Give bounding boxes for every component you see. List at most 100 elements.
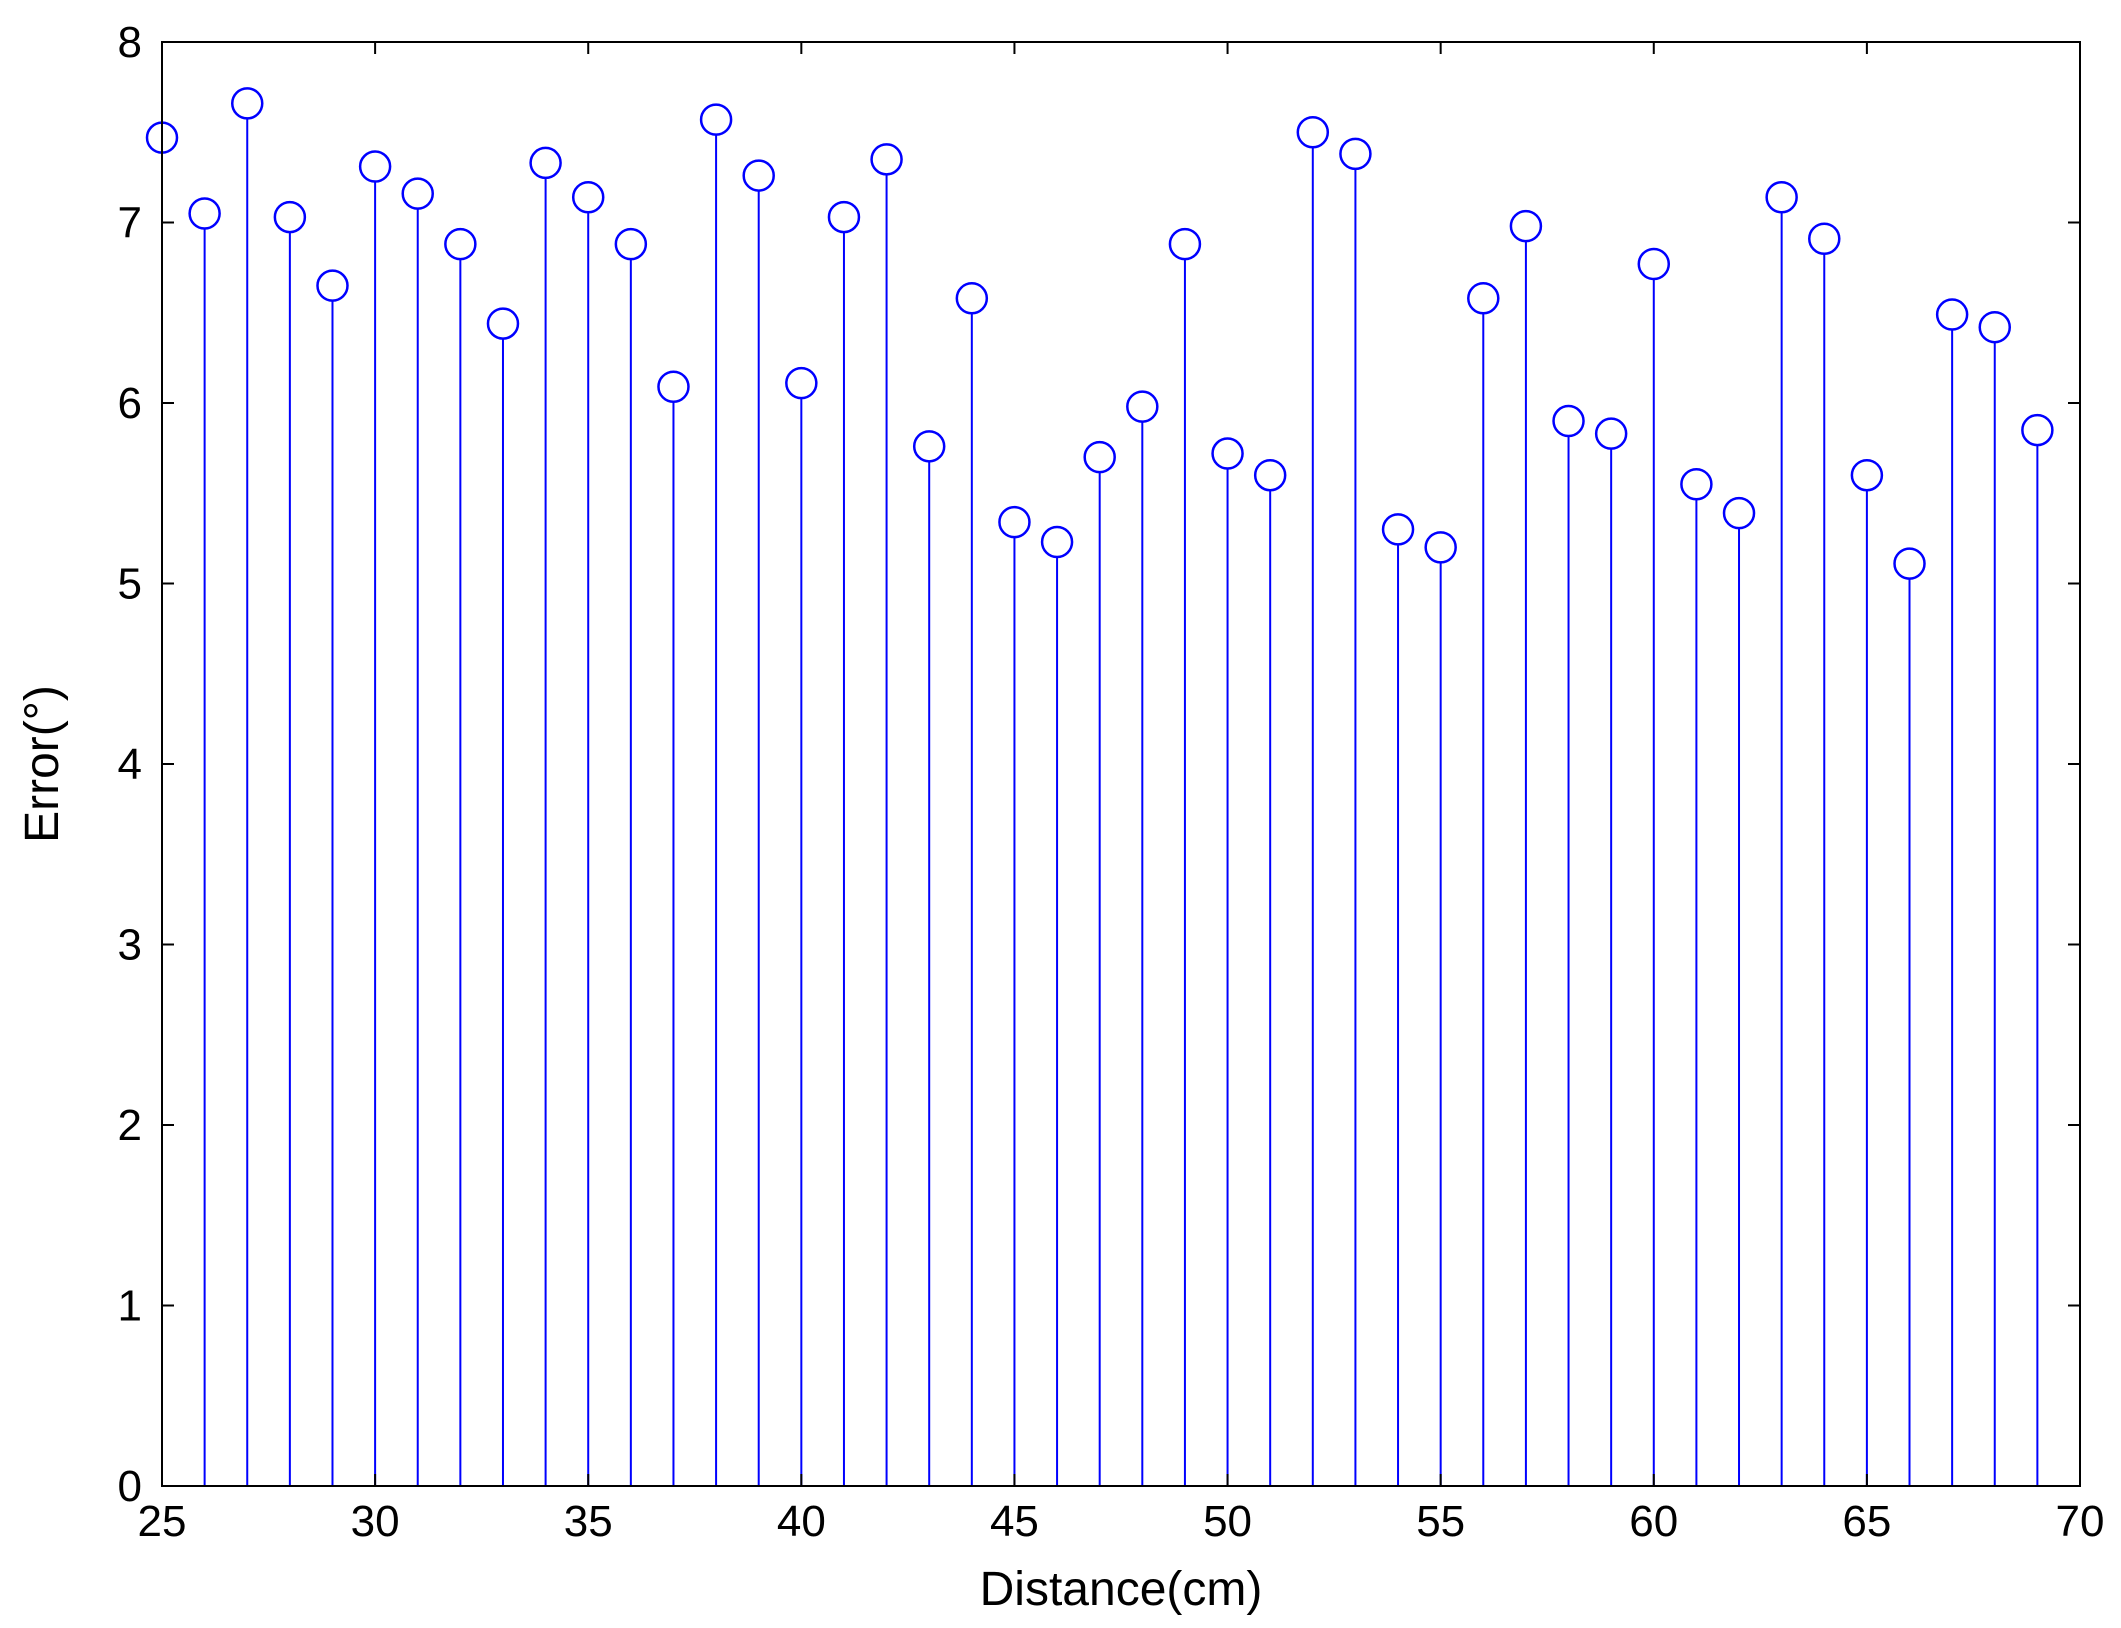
stem-marker (1808, 222, 1841, 255)
plot-area (145, 87, 2054, 1486)
stem-point (1083, 440, 1116, 1486)
stem-point (1680, 467, 1713, 1486)
x-tick-label: 50 (1203, 1497, 1252, 1546)
stem-point (1211, 437, 1244, 1486)
stem-marker (1253, 458, 1287, 492)
stem-marker (742, 159, 775, 192)
stem-marker (1552, 404, 1585, 438)
stem-marker (2021, 413, 2054, 447)
x-tick-label: 65 (1842, 1497, 1891, 1546)
y-tick-label: 0 (118, 1462, 142, 1511)
stem-marker (1168, 227, 1202, 261)
stem-marker (1040, 525, 1074, 559)
stem-marker (1083, 440, 1116, 474)
stem-point (998, 505, 1031, 1486)
stem-marker (699, 103, 733, 136)
x-tick-label: 60 (1629, 1497, 1678, 1546)
stem-marker (1637, 247, 1671, 281)
stem-marker (785, 366, 818, 400)
stem-marker (614, 227, 648, 261)
stem-marker (316, 269, 349, 302)
stem-marker (571, 180, 605, 214)
stem-marker (1381, 513, 1415, 546)
y-tick-label: 4 (118, 740, 142, 789)
y-tick-label: 7 (118, 199, 142, 248)
stem-point (1509, 209, 1543, 1486)
stem-point (444, 227, 477, 1486)
stem-marker (444, 227, 477, 261)
stem-marker (188, 197, 221, 230)
y-axis-label: Error(°) (16, 685, 69, 843)
stem-point (1296, 116, 1330, 1486)
stem-marker (955, 282, 989, 315)
stem-point (273, 200, 307, 1486)
stem-point (742, 159, 775, 1486)
y-tick-label: 2 (118, 1101, 142, 1150)
stem-marker (1296, 116, 1330, 149)
stem-point (1040, 525, 1074, 1486)
stem-point (1637, 247, 1671, 1486)
stem-marker (1467, 282, 1500, 315)
stem-marker (1765, 180, 1798, 214)
stem-point (1467, 282, 1500, 1486)
y-tick-label: 8 (118, 18, 142, 67)
stem-marker (1680, 467, 1713, 501)
stem-point (1850, 458, 1884, 1486)
stem-point (657, 370, 690, 1486)
stem-marker (870, 143, 903, 176)
stem-point (1808, 222, 1841, 1486)
stem-point (1893, 547, 1926, 1486)
stem-point (1935, 298, 1969, 1486)
stem-marker (230, 87, 264, 120)
stem-point (614, 227, 648, 1486)
y-tick-label: 3 (118, 921, 142, 970)
x-axis-label: Distance(cm) (980, 1563, 1263, 1616)
stem-point (401, 177, 434, 1486)
stem-marker (1722, 496, 1756, 530)
stem-marker (1339, 137, 1372, 171)
y-tick-label: 6 (118, 379, 142, 428)
x-tick-label: 55 (1416, 1497, 1465, 1546)
stem-point (1253, 458, 1287, 1486)
stem-point (1168, 227, 1202, 1486)
stem-marker (486, 307, 520, 340)
stem-marker (273, 200, 307, 234)
stem-point (529, 146, 562, 1486)
stem-point (316, 269, 349, 1486)
stem-point (1978, 310, 2012, 1486)
stem-point (1126, 390, 1159, 1486)
stem-marker (1424, 531, 1457, 564)
stem-point (1765, 180, 1798, 1486)
stem-marker (529, 146, 562, 180)
y-tick-label: 1 (118, 1282, 142, 1331)
stem-point (1552, 404, 1585, 1486)
stem-marker (1211, 437, 1244, 470)
stem-marker (1594, 417, 1628, 450)
stem-point (955, 282, 989, 1486)
stem-marker (1509, 209, 1543, 243)
x-tick-label: 35 (564, 1497, 613, 1546)
stem-marker (358, 150, 392, 183)
stem-marker (998, 505, 1031, 539)
stem-marker (1978, 310, 2012, 344)
stem-point (912, 430, 946, 1486)
stem-point (486, 307, 520, 1486)
x-tick-label: 40 (777, 1497, 826, 1546)
stem-point (1424, 531, 1457, 1486)
stem-marker (912, 430, 946, 463)
stem-marker (1935, 298, 1969, 331)
stem-point (1339, 137, 1372, 1486)
y-tick-label: 5 (118, 560, 142, 609)
stem-point (1594, 417, 1628, 1486)
stem-marker (827, 200, 861, 234)
stem-marker (1126, 390, 1159, 423)
stem-point (870, 143, 903, 1486)
stem-point (785, 366, 818, 1486)
x-tick-label: 45 (990, 1497, 1039, 1546)
stem-point (188, 197, 221, 1486)
stem-point (571, 180, 605, 1486)
stem-point (230, 87, 264, 1486)
stem-marker (1850, 458, 1884, 492)
